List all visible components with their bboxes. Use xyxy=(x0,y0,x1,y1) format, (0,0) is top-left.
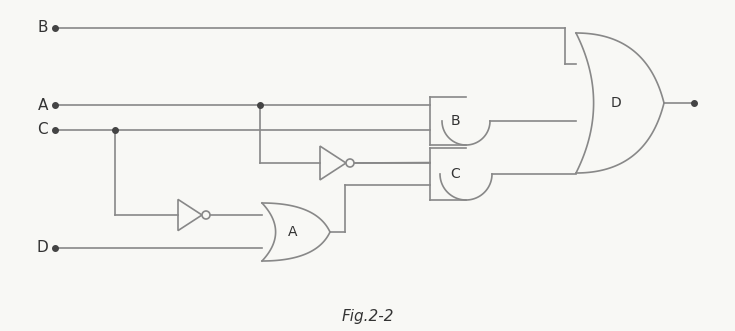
Text: B: B xyxy=(451,114,460,128)
Text: A: A xyxy=(37,98,48,113)
Text: A: A xyxy=(288,225,298,239)
Text: D: D xyxy=(610,96,621,110)
Text: Fig.2-2: Fig.2-2 xyxy=(341,308,394,323)
Text: C: C xyxy=(37,122,48,137)
Text: D: D xyxy=(36,241,48,256)
Circle shape xyxy=(202,211,210,219)
Circle shape xyxy=(346,159,354,167)
Text: B: B xyxy=(37,21,48,35)
Text: C: C xyxy=(451,167,460,181)
